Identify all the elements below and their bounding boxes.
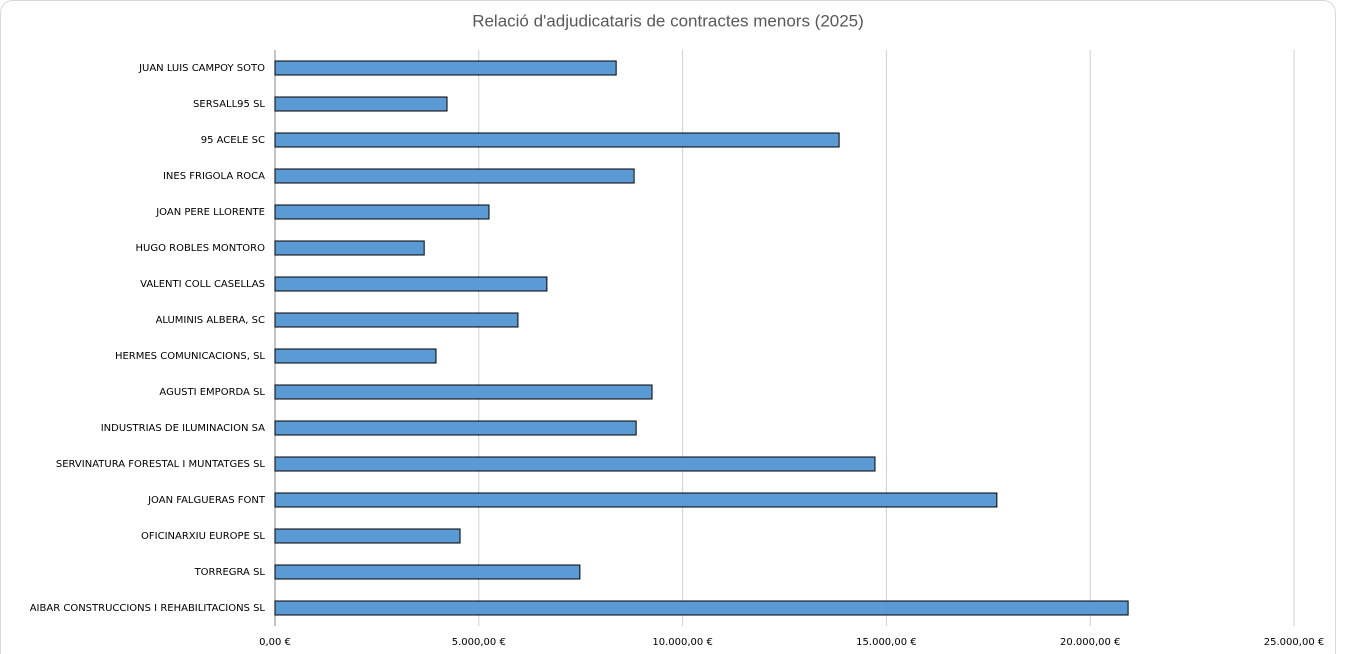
x-tick-label: 20.000,00 € [1060,637,1120,648]
x-tick-label: 25.000,00 € [1264,637,1324,648]
y-tick-label: HERMES COMUNICACIONS, SL [115,351,265,362]
bar [274,96,448,112]
bar [274,528,461,544]
bar [274,456,876,472]
x-tick-label: 5.000,00 € [452,637,506,648]
bar [274,600,1129,616]
bar [274,240,425,256]
x-tick-label: 10.000,00 € [652,637,712,648]
y-tick-label: INDUSTRIAS DE ILUMINACION SA [101,423,265,434]
bar [274,204,490,220]
y-tick-label: SERSALL95 SL [193,99,265,110]
bar [274,168,635,184]
bar [274,348,437,364]
y-tick-label: JOAN PERE LLORENTE [155,207,265,218]
chart-title: Relació d'adjudicataris de contractes me… [472,11,864,30]
y-tick-label: HUGO ROBLES MONTORO [135,243,265,254]
bar [274,564,581,580]
bar [274,276,548,292]
y-tick-label: 95 ACELE SC [201,135,265,146]
bar [274,492,998,508]
y-tick-label: SERVINATURA FORESTAL I MUNTATGES SL [56,459,266,470]
bar [274,132,840,148]
y-tick-label: JUAN LUIS CAMPOY SOTO [138,63,265,74]
bar [274,312,519,328]
y-tick-label: TORREGRA SL [194,567,266,578]
bar [274,60,617,76]
y-tick-label: AIBAR CONSTRUCCIONS I REHABILITACIONS SL [30,603,266,614]
y-tick-label: ALUMINIS ALBERA, SC [156,315,265,326]
x-tick-label: 0,00 € [259,637,291,648]
y-tick-label: OFICINARXIU EUROPE SL [141,531,265,542]
bar [274,420,637,436]
y-tick-label: AGUSTI EMPORDA SL [159,387,265,398]
y-tick-label: VALENTI COLL CASELLAS [140,279,265,290]
x-tick-label: 15.000,00 € [856,637,916,648]
y-tick-label: INES FRIGOLA ROCA [163,171,265,182]
y-tick-label: JOAN FALGUERAS FONT [147,495,266,506]
bar [274,384,653,400]
